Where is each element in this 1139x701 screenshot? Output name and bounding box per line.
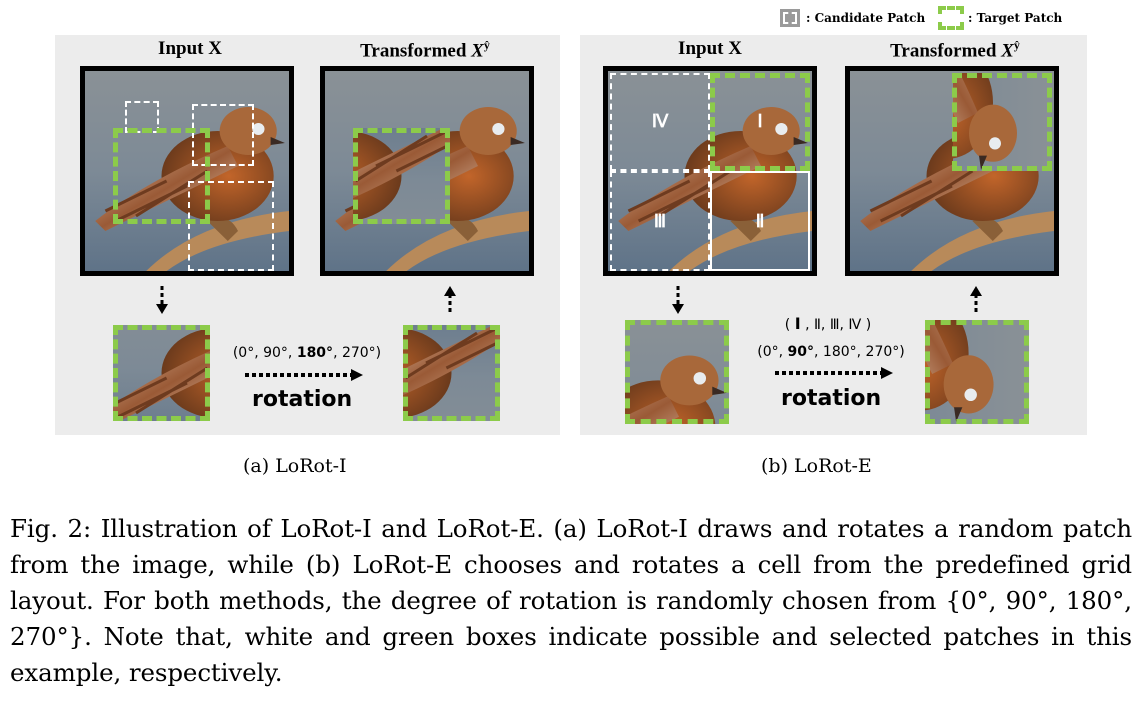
down-arrow-icon (154, 286, 170, 316)
target-patch-legend-label: : Target Patch (968, 11, 1063, 25)
panel-a-angles: (0°, 90°, 180°, 270°) (232, 345, 382, 361)
grid-cell-iii (610, 171, 710, 271)
figure-caption: Fig. 2: Illustration of LoRot-I and LoRo… (10, 514, 1132, 687)
up-arrow-icon (442, 284, 458, 314)
panel-b-transformed-image (845, 66, 1059, 276)
target-patch-a-rotated (353, 128, 450, 224)
panel-b-input-image: Ⅳ Ⅰ Ⅲ Ⅱ (603, 66, 817, 276)
down-arrow-icon (670, 286, 686, 316)
panel-b-cell-options: ( Ⅰ , Ⅱ, Ⅲ, Ⅳ ) (784, 314, 872, 333)
panel-a-transformed-image (320, 66, 534, 276)
up-arrow-icon (968, 284, 984, 314)
panel-a-patch-rotated-border (403, 325, 500, 421)
grid-cell-iv (610, 73, 710, 171)
panel-a-patch-original-border (113, 325, 210, 421)
rotation-arrow-icon (245, 368, 365, 382)
candidate-patch-lower (188, 181, 274, 271)
grid-cell-label-i: Ⅰ (757, 111, 763, 131)
grid-cell-ii (710, 171, 810, 271)
grid-cell-label-iv: Ⅳ (651, 111, 669, 131)
panel-b-input-title: Input X (678, 38, 742, 59)
panel-a-rotation-label: rotation (252, 387, 353, 412)
candidate-patch-legend-label: : Candidate Patch (806, 11, 926, 25)
panel-a-input-image (80, 66, 294, 276)
panel-b-patch-rotated-border (925, 320, 1029, 424)
panel-b-angles: (0°, 90°, 180°, 270°) (757, 344, 905, 360)
panel-a-input-title: Input X (158, 38, 222, 59)
subcaption-a: (a) LoRot-I (243, 455, 347, 477)
grid-cell-i-rotated (952, 73, 1052, 171)
panel-b-patch-original-border (625, 320, 729, 424)
grid-cell-i-target (710, 73, 810, 171)
rotation-arrow-icon (775, 366, 895, 380)
candidate-patch-legend-icon (780, 9, 800, 27)
panel-a-transformed-title: Transformed Xŷ (360, 38, 490, 62)
target-patch-legend-icon (938, 6, 964, 30)
target-patch-a (113, 128, 210, 224)
candidate-patch-upper (192, 104, 254, 166)
panel-b-rotation-label: rotation (781, 386, 882, 411)
subcaption-b: (b) LoRot-E (761, 455, 872, 477)
grid-cell-label-ii: Ⅱ (755, 211, 765, 231)
grid-cell-label-iii: Ⅲ (653, 211, 667, 231)
panel-b-transformed-title: Transformed Xŷ (890, 38, 1020, 62)
